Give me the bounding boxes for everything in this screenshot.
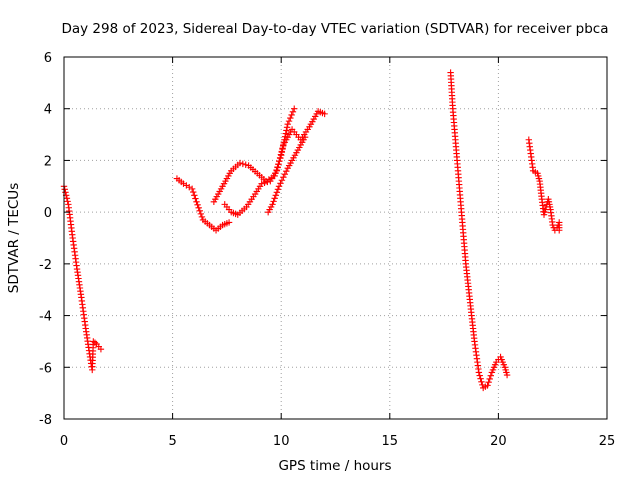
x-tick-label: 20 [490,434,507,449]
data-point [97,345,105,353]
data-point [269,201,276,208]
data-point [188,185,196,193]
data-point [273,167,281,174]
data-point [190,188,197,196]
data-point [274,186,282,193]
y-tick-label: -6 [39,361,52,376]
data-point [485,378,492,386]
data-point [191,192,198,199]
data-point [283,124,291,131]
data-point [275,183,283,190]
data-point [239,160,247,168]
data-point [475,369,483,376]
data-point [476,372,483,379]
data-point [198,213,206,221]
data-point [277,180,284,187]
data-point [278,148,285,155]
data-point [64,198,71,205]
tick-layer: 0 5 10 15 20 25 -8 -6 -4 -2 0 2 4 6 [39,51,615,449]
data-point [63,195,71,202]
data-point [264,178,271,186]
data-point [194,201,201,209]
data-point [283,127,290,134]
data-point [271,195,278,202]
data-point [484,382,491,389]
data-point [283,168,290,175]
data-point [487,372,494,379]
data-point [486,375,493,383]
y-tick-label: 4 [44,103,52,118]
data-point [279,144,286,152]
data-point [270,198,277,205]
data-point [276,154,284,162]
data-point [261,179,268,187]
grid-layer [64,57,607,419]
data-point [277,151,285,158]
y-tick-label: 6 [44,51,52,66]
data-point [287,114,294,122]
data-point [289,108,297,116]
x-tick-label: 5 [168,434,176,449]
data-point [285,117,293,125]
data-point [478,378,485,385]
data-point [61,186,68,193]
data-point [276,157,283,165]
data-point [274,164,281,171]
data-point [477,375,484,382]
data-point [236,159,244,167]
data-point [281,171,289,178]
data-point [273,189,281,196]
data-point [275,161,282,168]
data-point [278,177,286,184]
x-tick-label: 25 [599,434,616,449]
data-point [280,174,287,181]
data-point [284,121,291,128]
data-point [288,111,295,119]
data-point [193,198,200,205]
y-tick-label: 2 [44,154,52,169]
data-point [272,192,279,199]
x-tick-label: 15 [382,434,399,449]
data-point [301,133,309,141]
data-point [556,227,563,234]
data-point [282,130,289,137]
y-tick-label: -8 [39,413,52,428]
data-point [197,210,205,218]
y-tick-label: -2 [39,258,52,273]
data-points [60,69,563,392]
data-point [242,161,249,168]
data-point [62,189,69,196]
data-point [225,219,233,226]
data-point [195,204,202,212]
data-point [196,207,203,215]
data-point [291,105,298,112]
x-tick-label: 10 [273,434,290,449]
data-point [192,195,199,202]
plot-frame [63,56,608,420]
y-axis-label: SDTVAR / TECUs [6,183,22,293]
data-point [503,371,511,379]
x-axis-label: GPS time / hours [278,458,391,474]
y-tick-label: 0 [44,206,52,221]
y-tick-label: -4 [39,310,52,325]
data-point [321,110,328,118]
data-point [258,180,265,187]
chart-title: Day 298 of 2023, Sidereal Day-to-day VTE… [61,21,608,37]
x-tick-label: 0 [60,434,68,449]
